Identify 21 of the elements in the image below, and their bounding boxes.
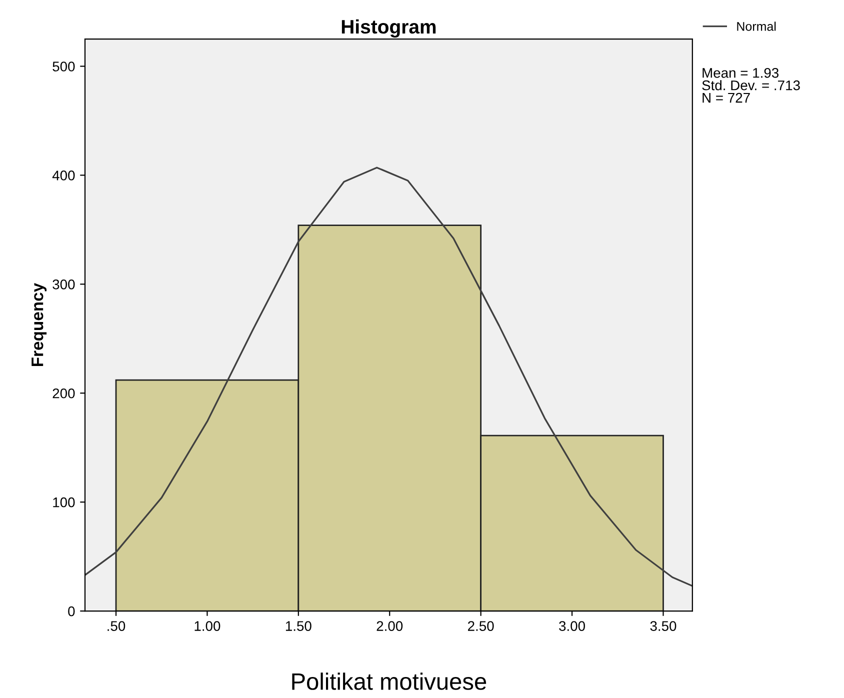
y-tick-label: 400: [52, 170, 75, 180]
x-tick-label: 2.50: [468, 621, 494, 631]
y-axis-title: Frequency: [32, 282, 47, 366]
x-tick-label: 1.50: [286, 621, 312, 631]
x-axis-title: Politikat motivuese: [292, 672, 486, 690]
y-tick-label: 500: [52, 62, 75, 72]
y-tick-label: 200: [52, 388, 75, 398]
y-tick-label: 300: [52, 280, 75, 290]
legend-label: Normal: [737, 22, 776, 31]
y-tick-label: 0: [68, 606, 75, 616]
line-series: [84, 166, 692, 587]
text: N = 727: [702, 92, 750, 103]
x-tick-label: 3.50: [650, 621, 676, 631]
x-tick-label: 1.00: [194, 621, 220, 631]
x-tick-label: .50: [108, 621, 126, 631]
x-tick-label: 2.00: [376, 621, 403, 631]
text: Std. Dev. = .713: [702, 80, 800, 90]
text: Mean = 1.93: [702, 68, 779, 78]
y-tick-label: 100: [53, 497, 75, 508]
x-tick-label: 3.00: [559, 621, 585, 631]
chart-title: Histogram: [342, 19, 436, 38]
